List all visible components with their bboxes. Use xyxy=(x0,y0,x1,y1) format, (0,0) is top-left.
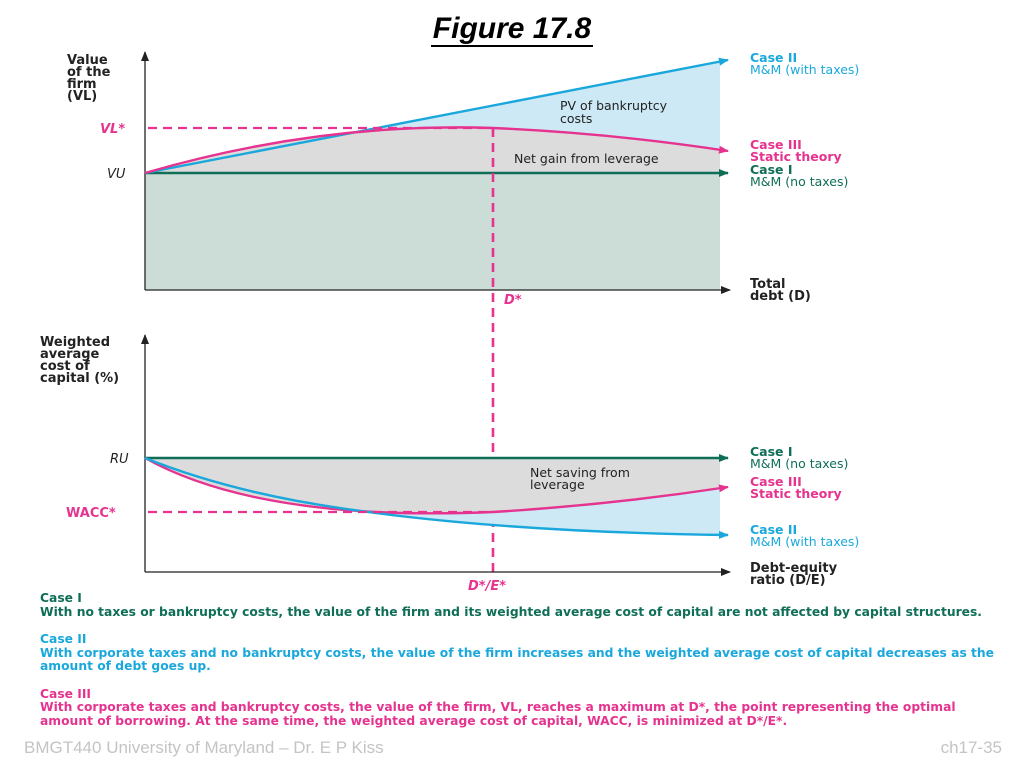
note-case2-heading: Case II xyxy=(40,632,87,646)
bottom-legend-case2: Case II M&M (with taxes) xyxy=(750,522,859,549)
top-legend-case1: Case I M&M (no taxes) xyxy=(750,162,848,189)
vu-label: VU xyxy=(107,167,126,182)
note-case3: Case III With corporate taxes and bankru… xyxy=(40,686,1010,729)
top-y-axis-title: Value of the firm (VL) xyxy=(67,53,115,104)
top-legend-case2: Case II M&M (with taxes) xyxy=(750,50,859,77)
vl-star-label: VL* xyxy=(100,122,125,137)
wacc-star-label: WACC* xyxy=(66,506,116,521)
capital-structure-diagram: Value of the firm (VL) VL* VU PV of bank… xyxy=(40,50,859,594)
note-case1: Case I With no taxes or bankruptcy costs… xyxy=(40,591,1010,619)
wacc-with-taxes-area xyxy=(145,458,720,535)
note-case1-text: With no taxes or bankruptcy costs, the v… xyxy=(40,604,982,619)
bottom-panel: Weighted average cost of capital (%) RU … xyxy=(40,334,859,594)
ru-label: RU xyxy=(110,452,129,467)
bottom-y-axis-title: Weighted average cost of capital (%) xyxy=(40,335,119,386)
net-saving-annotation: Net saving from leverage xyxy=(530,465,634,492)
net-gain-area xyxy=(145,127,720,173)
top-x-axis-title: Total debt (D) xyxy=(750,277,811,304)
d-star-label: D* xyxy=(504,293,522,308)
de-star-label: D*/E* xyxy=(468,579,506,594)
figure-title: Figure 17.8 xyxy=(430,12,594,47)
note-case2-text: With corporate taxes and no bankruptcy c… xyxy=(40,645,995,673)
net-gain-annotation: Net gain from leverage xyxy=(514,151,659,166)
bottom-x-axis-title: Debt-equity ratio (D/E) xyxy=(750,561,842,588)
top-panel: Value of the firm (VL) VL* VU PV of bank… xyxy=(67,50,859,308)
case-notes: Case I With no taxes or bankruptcy costs… xyxy=(40,591,1010,742)
footer-slide-number: ch17-35 xyxy=(940,738,1002,757)
note-case3-heading: Case III xyxy=(40,686,91,701)
bottom-legend-case1: Case I M&M (no taxes) xyxy=(750,444,848,471)
footer-course: BMGT440 University of Maryland – Dr. E P… xyxy=(24,738,384,757)
note-case3-text: With corporate taxes and bankruptcy cost… xyxy=(40,700,956,728)
case2-line-top xyxy=(144,57,729,175)
note-case1-heading: Case I xyxy=(40,591,82,605)
note-case2: Case II With corporate taxes and no bank… xyxy=(40,632,1010,674)
pv-bankruptcy-annotation: PV of bankruptcy costs xyxy=(560,98,671,126)
bottom-legend-case3: Case III Static theory xyxy=(750,474,842,501)
top-legend-case3: Case III Static theory xyxy=(750,137,842,164)
unlevered-value-area xyxy=(145,173,720,290)
